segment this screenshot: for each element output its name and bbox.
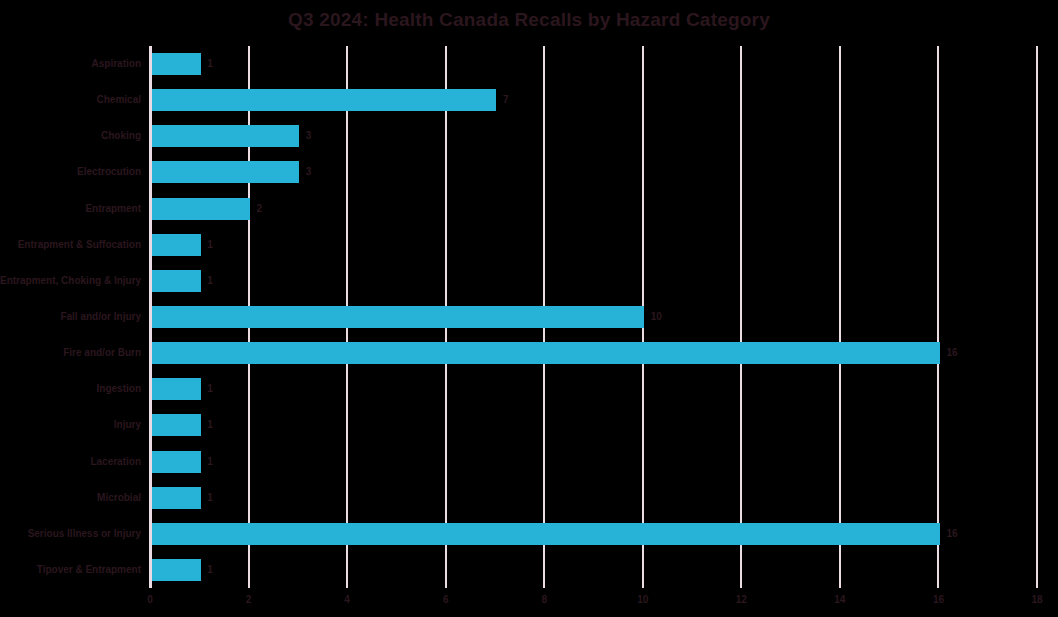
gridline — [839, 46, 841, 588]
category-label: Injury — [0, 417, 141, 433]
category-label: Entrapment, Choking & Injury — [0, 273, 141, 289]
data-label: 1 — [207, 381, 213, 397]
bar[interactable] — [152, 125, 300, 147]
data-label: 16 — [946, 345, 957, 361]
bar[interactable] — [152, 378, 201, 400]
bar[interactable] — [152, 198, 251, 220]
bar[interactable] — [152, 487, 201, 509]
bar[interactable] — [152, 306, 645, 328]
data-label: 2 — [257, 201, 263, 217]
category-label: Entrapment — [0, 201, 141, 217]
chart-title: Q3 2024: Health Canada Recalls by Hazard… — [0, 9, 1058, 31]
data-label: 3 — [306, 164, 312, 180]
bar[interactable] — [152, 89, 497, 111]
category-label: Laceration — [0, 454, 141, 470]
x-tick-label: 16 — [918, 594, 958, 605]
bar[interactable] — [152, 53, 201, 75]
category-label: Electrocution — [0, 164, 141, 180]
data-label: 7 — [503, 92, 509, 108]
data-label: 16 — [946, 526, 957, 542]
bar[interactable] — [152, 559, 201, 581]
gridline — [937, 46, 939, 588]
bar[interactable] — [152, 342, 940, 364]
category-label: Fire and/or Burn — [0, 345, 141, 361]
data-label: 1 — [207, 454, 213, 470]
x-tick-label: 4 — [327, 594, 367, 605]
data-label: 1 — [207, 562, 213, 578]
data-label: 1 — [207, 56, 213, 72]
bar[interactable] — [152, 161, 300, 183]
category-label: Microbial — [0, 490, 141, 506]
x-tick-label: 0 — [130, 594, 170, 605]
x-tick-label: 18 — [1017, 594, 1057, 605]
data-label: 1 — [207, 490, 213, 506]
data-label: 1 — [207, 237, 213, 253]
gridline — [1036, 46, 1038, 588]
x-tick-label: 10 — [623, 594, 663, 605]
category-label: Fall and/or Injury — [0, 309, 141, 325]
x-tick-label: 8 — [524, 594, 564, 605]
x-tick-label: 14 — [820, 594, 860, 605]
bar[interactable] — [152, 414, 201, 436]
x-tick-label: 2 — [229, 594, 269, 605]
category-label: Ingestion — [0, 381, 141, 397]
gridline — [740, 46, 742, 588]
x-tick-label: 6 — [426, 594, 466, 605]
category-label: Choking — [0, 128, 141, 144]
x-tick-label: 12 — [721, 594, 761, 605]
data-label: 1 — [207, 273, 213, 289]
recalls-bar-chart: Q3 2024: Health Canada Recalls by Hazard… — [0, 0, 1058, 617]
bar[interactable] — [152, 234, 201, 256]
bar[interactable] — [152, 451, 201, 473]
category-label: Chemical — [0, 92, 141, 108]
category-label: Serious Illness or Injury — [0, 526, 141, 542]
category-label: Entrapment & Suffocation — [0, 237, 141, 253]
bar[interactable] — [152, 523, 940, 545]
data-label: 10 — [651, 309, 662, 325]
bar[interactable] — [152, 270, 201, 292]
data-label: 1 — [207, 417, 213, 433]
category-label: Tipover & Entrapment — [0, 562, 141, 578]
data-label: 3 — [306, 128, 312, 144]
category-label: Aspiration — [0, 56, 141, 72]
